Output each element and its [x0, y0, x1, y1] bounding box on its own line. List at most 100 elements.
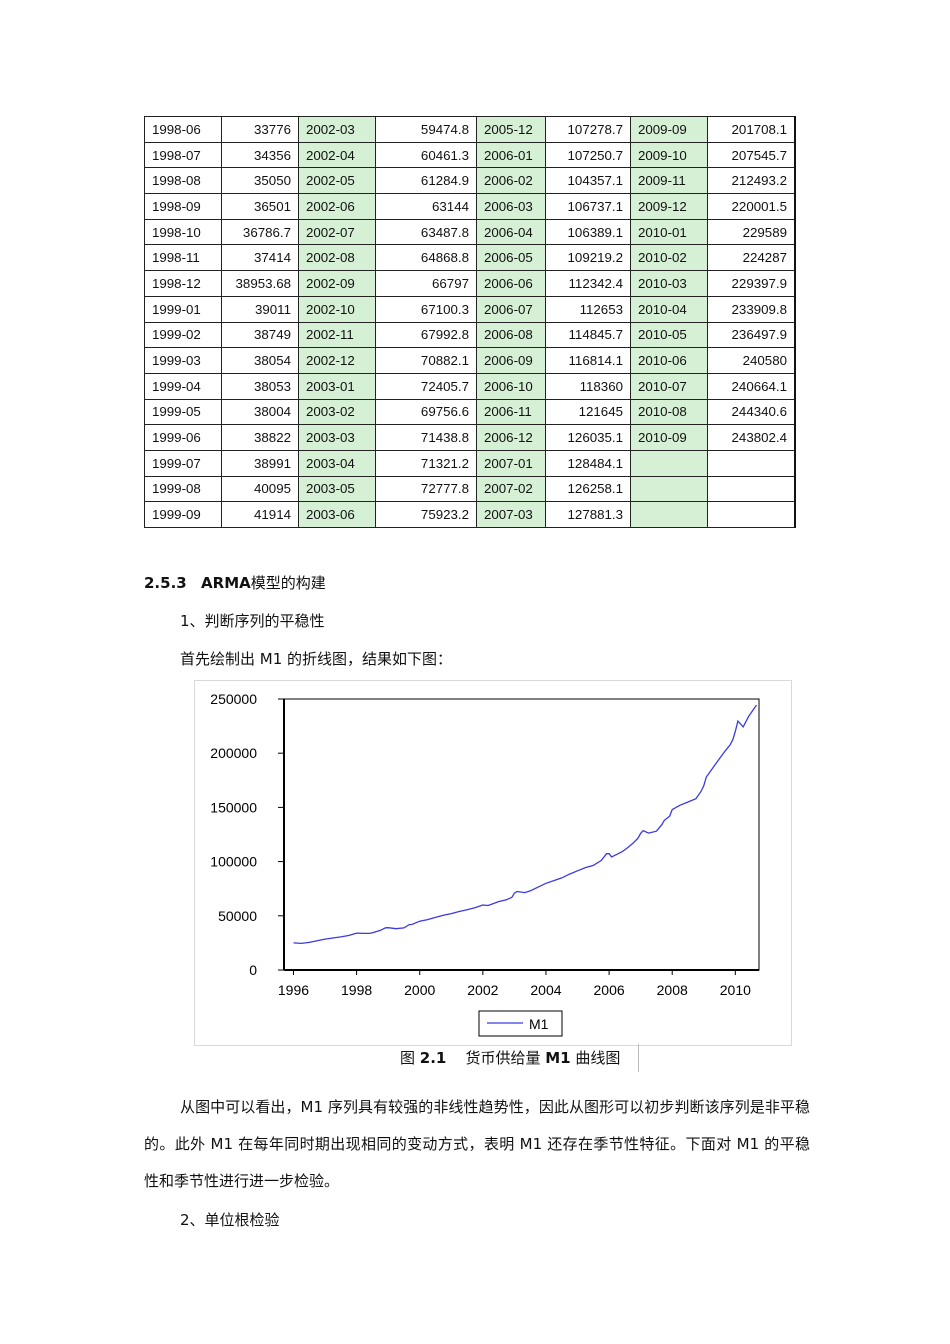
table-row: 1999-02 38749 2002-11 67992.8 2006-08 114845.… — [144, 321, 796, 349]
value-cell: 36501 — [221, 193, 299, 220]
date-cell: 1999-08 — [144, 475, 222, 503]
date-cell: 1999-04 — [144, 372, 222, 400]
value-cell: 220001.5 — [707, 193, 796, 220]
y-tick-label: 50000 — [218, 908, 257, 924]
intro-text: 首先绘制出 M1 的折线图，结果如下图： — [180, 650, 453, 668]
value-cell: 75923.2 — [375, 501, 477, 528]
date-cell: 1999-01 — [144, 295, 222, 323]
value-cell: 207545.7 — [707, 141, 796, 169]
date-cell: 1999-02 — [144, 321, 222, 349]
date-cell: 1998-07 — [144, 141, 222, 169]
value-cell: 106737.1 — [545, 193, 631, 220]
date-cell: 2010-05 — [630, 321, 708, 349]
y-tick-label: 250000 — [210, 691, 257, 707]
y-tick-label: 100000 — [210, 854, 257, 870]
date-cell — [630, 449, 708, 477]
table-row: 1999-03 38054 2002-12 70882.1 2006-09 116814.… — [144, 347, 796, 374]
date-cell: 2006-08 — [476, 321, 546, 349]
date-cell: 1998-08 — [144, 167, 222, 195]
value-cell: 126258.1 — [545, 475, 631, 503]
date-cell — [630, 475, 708, 503]
legend-label-m1: M1 — [529, 1016, 549, 1032]
date-cell: 2006-01 — [476, 141, 546, 169]
value-cell: 229397.9 — [707, 270, 796, 297]
section-title-rest: 模型的构建 — [250, 574, 326, 592]
date-cell: 2010-08 — [630, 398, 708, 426]
table-row: 1999-04 38053 2003-01 72405.7 2006-10 118360 2… — [144, 372, 796, 400]
value-cell: 64868.8 — [375, 244, 477, 272]
value-cell: 104357.1 — [545, 167, 631, 195]
x-tick-label: 2002 — [467, 982, 498, 998]
step-1-heading: 1、判断序列的平稳性 — [180, 612, 325, 630]
value-cell: 37414 — [221, 244, 299, 272]
value-cell: 128484.1 — [545, 449, 631, 477]
date-cell: 1998-12 — [144, 270, 222, 297]
value-cell: 67100.3 — [375, 295, 477, 323]
value-cell: 41914 — [221, 501, 299, 528]
value-cell: 127881.3 — [545, 501, 631, 528]
x-tick-label: 2000 — [404, 982, 435, 998]
date-cell: 2006-04 — [476, 218, 546, 246]
value-cell: 63487.8 — [375, 218, 477, 246]
table-row: 1998-07 34356 2002-04 60461.3 2006-01 107250.… — [144, 141, 796, 169]
date-cell: 1998-11 — [144, 244, 222, 272]
date-cell: 2005-12 — [476, 116, 546, 143]
caption-prefix: 图 — [400, 1049, 416, 1067]
date-cell: 2002-09 — [298, 270, 376, 297]
date-cell: 2003-02 — [298, 398, 376, 426]
table-row: 1998-08 35050 2002-05 61284.9 2006-02 104357.… — [144, 167, 796, 195]
table-row: 1999-08 40095 2003-05 72777.8 2007-02 126258.… — [144, 475, 796, 503]
date-cell: 2006-10 — [476, 372, 546, 400]
value-cell: 236497.9 — [707, 321, 796, 349]
value-cell: 243802.4 — [707, 424, 796, 451]
y-tick-label: 200000 — [210, 745, 257, 761]
caption-number: 2.1 — [419, 1049, 447, 1067]
caption-divider — [638, 1044, 639, 1072]
date-cell: 2002-10 — [298, 295, 376, 323]
date-cell: 2006-11 — [476, 398, 546, 426]
step-2-heading: 2、单位根检验 — [180, 1211, 280, 1229]
table-row: 1999-05 38004 2003-02 69756.6 2006-11 121645 2… — [144, 398, 796, 426]
value-cell: 38991 — [221, 449, 299, 477]
value-cell: 121645 — [545, 398, 631, 426]
section-heading: 2.5.3 ARMA模型的构建 — [144, 573, 326, 593]
value-cell: 33776 — [221, 116, 299, 143]
value-cell: 35050 — [221, 167, 299, 195]
date-cell: 2003-06 — [298, 501, 376, 528]
value-cell: 38004 — [221, 398, 299, 426]
value-cell: 112342.4 — [545, 270, 631, 297]
y-tick-label: 150000 — [210, 799, 257, 815]
date-cell: 2002-05 — [298, 167, 376, 195]
date-cell: 2009-12 — [630, 193, 708, 220]
value-cell: 72405.7 — [375, 372, 477, 400]
value-cell — [707, 501, 796, 528]
date-cell: 2009-09 — [630, 116, 708, 143]
date-cell: 2006-12 — [476, 424, 546, 451]
date-cell: 1998-09 — [144, 193, 222, 220]
table-row: 1998-12 38953.68 2002-09 66797 2006-06 112342… — [144, 270, 796, 297]
date-cell: 2006-02 — [476, 167, 546, 195]
value-cell: 59474.8 — [375, 116, 477, 143]
x-tick-label: 2004 — [530, 982, 561, 998]
date-cell: 1998-10 — [144, 218, 222, 246]
value-cell: 72777.8 — [375, 475, 477, 503]
value-cell: 66797 — [375, 270, 477, 297]
plot-frame — [283, 698, 760, 971]
date-cell: 2009-10 — [630, 141, 708, 169]
date-cell: 2006-07 — [476, 295, 546, 323]
value-cell: 63144 — [375, 193, 477, 220]
date-cell: 2003-01 — [298, 372, 376, 400]
value-cell: 224287 — [707, 244, 796, 272]
value-cell: 38953.68 — [221, 270, 299, 297]
table-row: 1999-01 39011 2002-10 67100.3 2006-07 112653 2… — [144, 295, 796, 323]
date-cell: 2003-05 — [298, 475, 376, 503]
series-line-m1 — [293, 704, 758, 945]
value-cell: 229589 — [707, 218, 796, 246]
table-row: 1998-10 36786.7 2002-07 63487.8 2006-04 10638… — [144, 218, 796, 246]
value-cell: 107250.7 — [545, 141, 631, 169]
date-cell: 2007-02 — [476, 475, 546, 503]
value-cell: 38054 — [221, 347, 299, 374]
date-cell: 2002-06 — [298, 193, 376, 220]
date-cell: 2009-11 — [630, 167, 708, 195]
value-cell: 71321.2 — [375, 449, 477, 477]
